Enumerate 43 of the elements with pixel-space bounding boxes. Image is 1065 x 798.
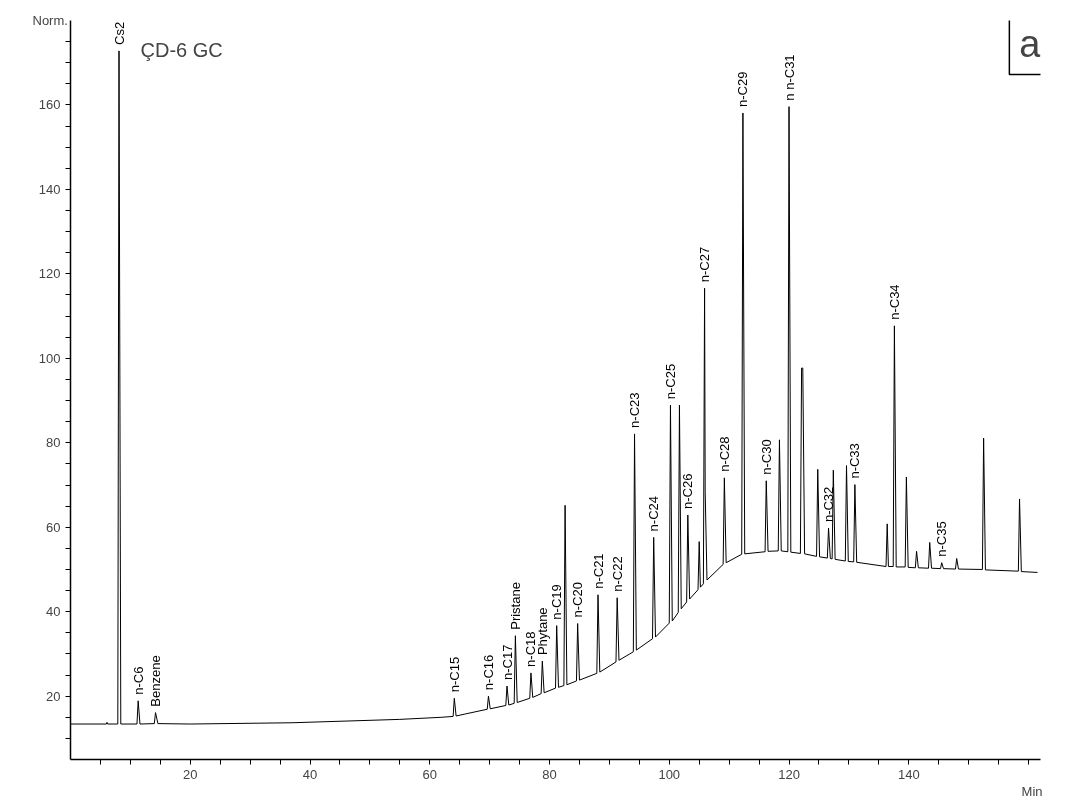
annotation: n-C22 [609, 556, 625, 592]
annotation: n-C29 [735, 71, 751, 107]
annotation: n-C25 [662, 363, 678, 400]
annotation: n-C17 [499, 644, 515, 681]
annotation: n-C26 [680, 473, 696, 509]
x-tick-label: 140 [897, 766, 920, 782]
x-tick-label: 100 [658, 766, 681, 782]
annotation: n-C30 [758, 439, 774, 475]
y-tick-label: 60 [46, 519, 61, 535]
annotation: Cs2 [111, 21, 127, 45]
annotation: n-C33 [847, 443, 863, 479]
annotation: n-C19 [549, 584, 565, 620]
y-tick-label: 40 [46, 604, 61, 620]
x-tick-label: 40 [302, 766, 318, 782]
y-tick-label: 20 [46, 688, 61, 704]
y-axis-title: Norm. [32, 12, 68, 28]
annotation: n-C24 [646, 495, 662, 532]
annotation: n-C20 [570, 582, 586, 618]
annotation: n-C23 [627, 392, 643, 428]
annotation: n-C35 [934, 521, 950, 557]
annotation: Benzene [148, 655, 164, 707]
text: ÇD-6 GC [140, 38, 223, 61]
annotation: n-C34 [886, 284, 902, 320]
annotation: n-C27 [697, 246, 713, 283]
x-tick-label: 80 [542, 766, 557, 782]
x-tick-label: 60 [422, 766, 437, 782]
annotation: n-C32 [821, 486, 837, 523]
x-tick-label: 20 [183, 766, 198, 782]
y-tick-label: 140 [38, 181, 61, 197]
y-tick-label: 100 [38, 350, 61, 366]
annotation: n n-C31 [781, 54, 797, 101]
annotation: Pristane [507, 582, 523, 630]
annotation: n-C16 [480, 654, 496, 691]
x-axis-title: Min [1021, 783, 1043, 798]
y-tick-label: 120 [38, 266, 61, 282]
y-tick-label: 80 [46, 435, 61, 451]
annotation: n-C6 [130, 666, 146, 695]
annotation: n-C15 [446, 656, 462, 693]
annotation: a [1019, 22, 1042, 65]
y-tick-label: 160 [38, 97, 61, 113]
annotation: n-C21 [590, 553, 606, 589]
annotation: n-C28 [716, 436, 732, 472]
x-tick-label: 120 [778, 766, 800, 782]
